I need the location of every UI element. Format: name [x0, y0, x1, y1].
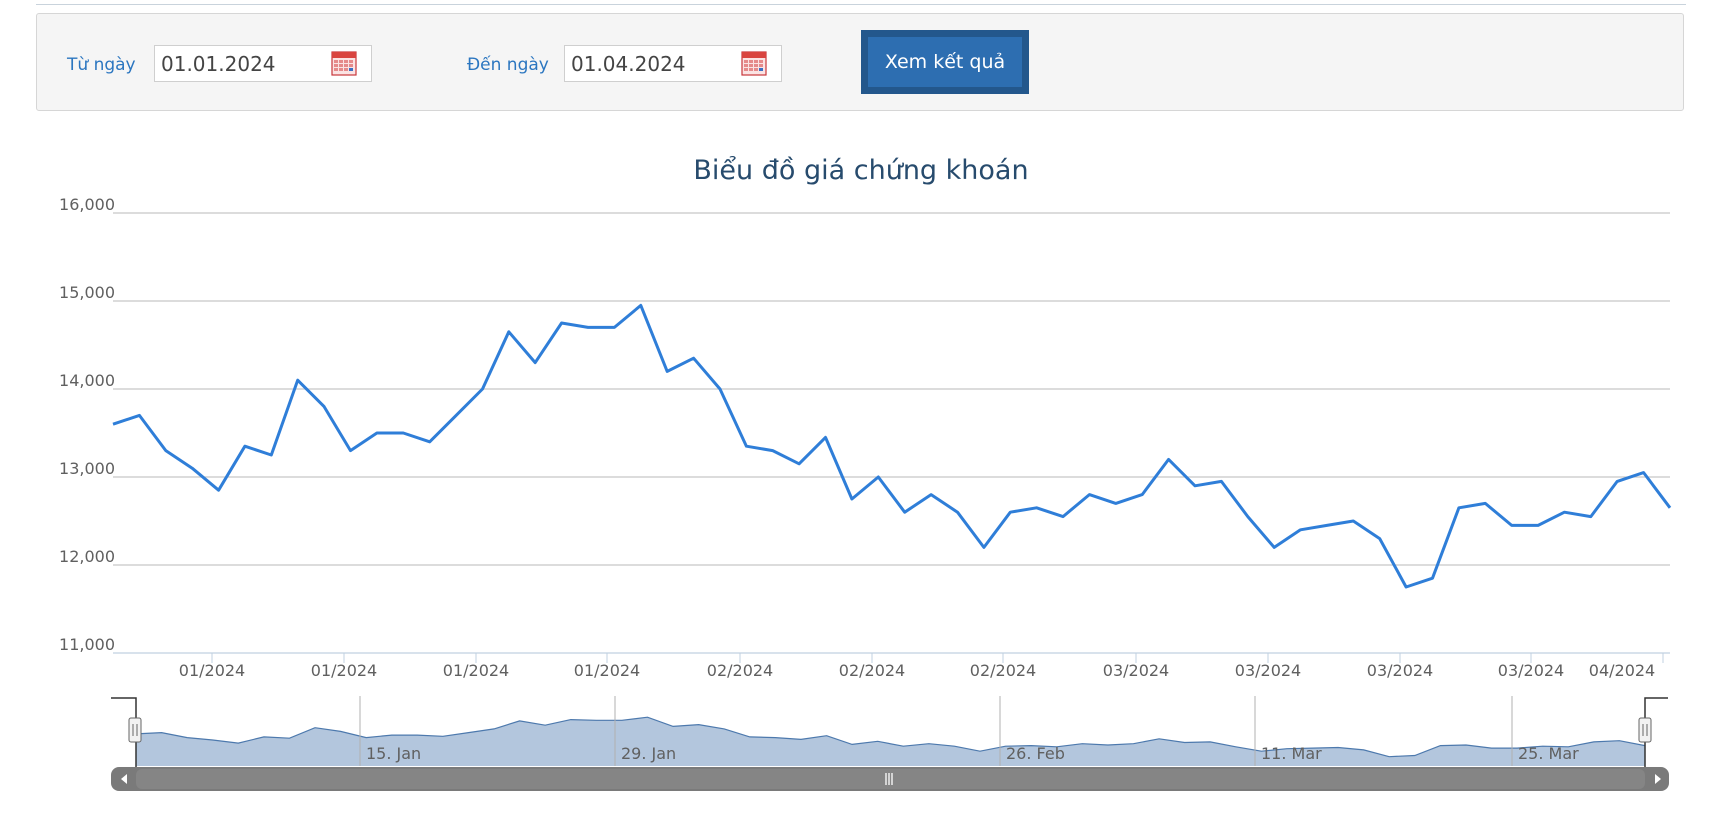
- navigator-date-label: 15. Jan: [366, 744, 421, 763]
- x-tick-label: 01/2024: [311, 661, 377, 680]
- x-tick-label: 02/2024: [839, 661, 905, 680]
- date-filter-panel: Từ ngày Đến ngày Xem kế: [36, 13, 1684, 111]
- y-tick-label: 12,000: [59, 547, 115, 566]
- calendar-icon[interactable]: [331, 51, 357, 76]
- to-date-input[interactable]: [571, 52, 731, 76]
- from-date-label: Từ ngày: [67, 55, 136, 75]
- to-date-label: Đến ngày: [467, 55, 549, 75]
- view-results-label: Xem kết quả: [868, 37, 1022, 87]
- navigator-right-outline: [1644, 697, 1668, 770]
- x-axis: 01/2024 01/2024 01/2024 01/2024 02/2024 02/20…: [179, 653, 1664, 680]
- chart-title: Biểu đồ giá chứng khoán: [693, 155, 1028, 186]
- y-tick-label: 13,000: [59, 459, 115, 478]
- stock-price-chart: Biểu đồ giá chứng khoán 11,000 12,000 13,0…: [59, 155, 1672, 791]
- x-tick-label: 03/2024: [1103, 661, 1169, 680]
- calendar-icon[interactable]: [741, 51, 767, 76]
- price-line: [112, 303, 1672, 589]
- view-results-button[interactable]: Xem kết quả: [861, 30, 1029, 94]
- x-tick-label: 02/2024: [970, 661, 1036, 680]
- x-tick-label: 01/2024: [179, 661, 245, 680]
- x-tick-label: 01/2024: [574, 661, 640, 680]
- price-series: [112, 303, 1672, 589]
- y-tick-label: 11,000: [59, 635, 115, 654]
- navigator[interactable]: 15. Jan 29. Jan 26. Feb 11. Mar 25. Mar: [111, 696, 1668, 770]
- navigator-line: [135, 716, 1646, 758]
- to-date-field[interactable]: [564, 45, 782, 82]
- x-tick-label: 01/2024: [443, 661, 509, 680]
- navigator-area: [136, 717, 1645, 766]
- top-divider: [36, 0, 1686, 5]
- y-axis: 11,000 12,000 13,000 14,000 15,000 16,000: [59, 195, 115, 654]
- grid-lines: [113, 212, 1670, 654]
- scroll-right-arrow-icon[interactable]: [1655, 774, 1661, 784]
- scrollbar-thumb[interactable]: [136, 769, 1645, 789]
- x-tick-label: 04/2024: [1589, 661, 1655, 680]
- navigator-right-handle[interactable]: [1638, 717, 1652, 743]
- scroll-left-arrow-icon[interactable]: [121, 774, 127, 784]
- x-tick-label: 03/2024: [1367, 661, 1433, 680]
- navigator-left-handle[interactable]: [128, 717, 142, 743]
- from-date-input[interactable]: [161, 52, 321, 76]
- from-date-field[interactable]: [154, 45, 372, 82]
- y-tick-label: 15,000: [59, 283, 115, 302]
- x-tick-label: 03/2024: [1235, 661, 1301, 680]
- navigator-date-label: 25. Mar: [1518, 744, 1579, 763]
- navigator-left-outline: [111, 697, 137, 770]
- y-tick-label: 14,000: [59, 371, 115, 390]
- x-tick-label: 02/2024: [707, 661, 773, 680]
- navigator-date-label: 29. Jan: [621, 744, 676, 763]
- x-tick-label: 03/2024: [1498, 661, 1564, 680]
- y-tick-label: 16,000: [59, 195, 115, 214]
- navigator-date-label: 11. Mar: [1261, 744, 1322, 763]
- navigator-date-label: 26. Feb: [1006, 744, 1065, 763]
- scrollbar[interactable]: [111, 767, 1669, 791]
